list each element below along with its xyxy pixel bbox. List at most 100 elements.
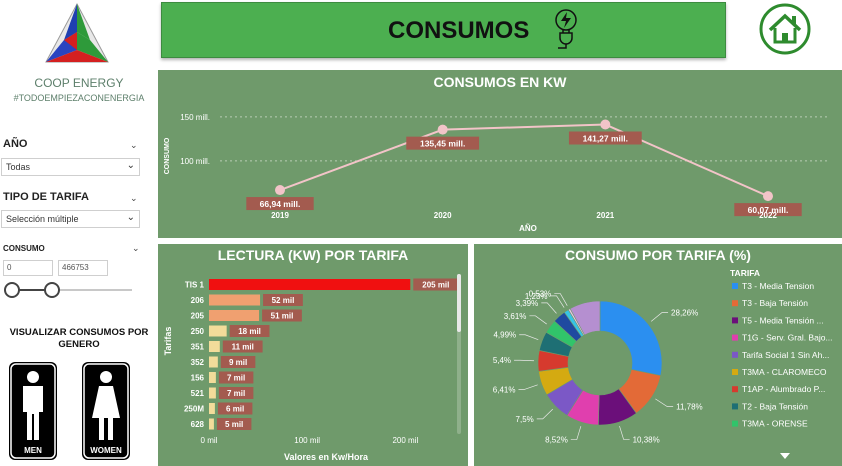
leader-line xyxy=(655,398,674,407)
legend-swatch xyxy=(732,300,738,307)
category-label: TIS 1 xyxy=(185,281,205,290)
bar xyxy=(209,387,216,399)
consumos-line-panel: CONSUMOS EN KW 100 mill. 150 mill. CONSUMO… xyxy=(158,70,842,238)
category-label: 351 xyxy=(191,343,205,352)
slice-label: 0,53% xyxy=(529,290,552,299)
category-label: 250 xyxy=(191,327,205,336)
men-button[interactable]: MEN xyxy=(9,362,57,460)
home-icon xyxy=(759,3,811,55)
men-label: MEN xyxy=(24,446,42,455)
consumo-chevron-icon[interactable]: ⌄ xyxy=(132,243,140,253)
x-tick-label: 2022 xyxy=(759,211,777,220)
data-label: 9 mil xyxy=(229,358,247,367)
x-axis-label: Valores en Kw/Hora xyxy=(284,452,369,462)
data-label-bg xyxy=(568,131,642,145)
consumo-min-input[interactable]: 0 xyxy=(3,260,53,276)
legend-swatch xyxy=(732,403,738,410)
range-max-handle[interactable] xyxy=(44,282,60,298)
donut-chart: 28,26% 11,78% 10,38% 8,52% 7,5% 6,41% 5,4% 4,99… xyxy=(493,268,833,459)
legend-swatch xyxy=(732,420,738,427)
data-label: 6 mil xyxy=(226,405,244,414)
category-label: 205 xyxy=(191,312,205,321)
range-min-handle[interactable] xyxy=(4,282,20,298)
data-point xyxy=(437,124,448,135)
bar xyxy=(209,294,261,306)
y-axis-label: CONSUMO xyxy=(164,137,171,174)
data-label: 51 mil xyxy=(271,312,294,321)
coop-energy-logo xyxy=(44,2,110,66)
line-chart-title: CONSUMOS EN KW xyxy=(433,74,567,90)
year-filter-label: AÑO xyxy=(3,138,28,150)
bar xyxy=(209,356,218,368)
x-tick-label: 0 mil xyxy=(201,436,218,445)
leader-line xyxy=(529,315,547,325)
y-tick-label: 100 mill. xyxy=(180,157,210,166)
data-label-bg xyxy=(218,387,254,399)
data-label-bg xyxy=(734,203,802,217)
tariff-filter-label: TIPO DE TARIFA xyxy=(3,191,89,203)
data-label: 66,94 mill. xyxy=(260,199,301,209)
line-chart: 100 mill. 150 mill. CONSUMO AÑO 66,94 mill. 2… xyxy=(164,113,828,233)
legend-item: T5 - Media Tensión ... xyxy=(742,315,824,325)
page-title: CONSUMOS xyxy=(388,17,530,44)
consumo-filter-label: CONSUMO xyxy=(3,244,45,253)
bar xyxy=(209,372,216,383)
legend-item: Tarifa Social 1 Sin Ah... xyxy=(742,350,829,360)
leader-line xyxy=(550,295,565,308)
x-tick-label: 200 mil xyxy=(392,436,418,445)
slice-label: 6,41% xyxy=(493,385,516,394)
data-label: 11 mil xyxy=(232,343,254,352)
data-label: 5 mil xyxy=(225,420,243,429)
data-label-bg xyxy=(217,402,253,415)
series-line xyxy=(279,123,769,198)
data-label: 141,27 mill. xyxy=(583,134,628,144)
data-label-bg xyxy=(413,278,459,291)
bar-chart-title: LECTURA (KW) POR TARIFA xyxy=(217,247,409,263)
legend-item: T1AP - Alumbrado P... xyxy=(742,384,825,394)
data-label: 7 mil xyxy=(227,374,245,383)
data-label-bg xyxy=(220,356,256,368)
legend-swatch xyxy=(732,351,738,358)
year-collapse-chevron-icon[interactable]: ⌄ xyxy=(130,140,138,150)
plug-lightning-icon xyxy=(555,9,577,49)
legend-swatch xyxy=(732,369,738,375)
data-label-bg xyxy=(216,418,252,430)
data-label-bg xyxy=(218,371,254,384)
leader-line xyxy=(650,312,669,322)
women-label: WOMEN xyxy=(90,446,122,455)
women-button[interactable]: WOMEN xyxy=(82,362,130,460)
donut-chart-title: CONSUMO POR TARIFA (%) xyxy=(565,247,751,263)
category-label: 156 xyxy=(191,374,205,383)
leader-line xyxy=(554,293,568,306)
bar xyxy=(209,310,260,321)
data-label: 18 mil xyxy=(238,327,261,336)
slice-label: 3,61% xyxy=(504,312,527,321)
slice-label: 8,52% xyxy=(545,436,568,445)
leader-line xyxy=(570,426,582,440)
bar xyxy=(209,403,215,414)
data-label: 52 mil xyxy=(272,296,295,305)
x-tick-label: 2020 xyxy=(434,211,452,220)
tariff-collapse-chevron-icon[interactable]: ⌄ xyxy=(130,193,138,203)
data-label: 205 mil xyxy=(422,281,449,290)
tariff-dropdown[interactable]: Selección múltiple ⌄ xyxy=(1,210,140,228)
donut-slice xyxy=(569,300,601,336)
home-button[interactable] xyxy=(758,2,812,56)
man-icon xyxy=(10,363,56,459)
brand-name: COOP ENERGY xyxy=(34,76,124,90)
legend-scroll-down-icon[interactable] xyxy=(780,453,790,459)
y-axis-label: Tarifas xyxy=(163,327,173,356)
slice-label: 10,38% xyxy=(633,435,660,444)
consumo-range-slider[interactable] xyxy=(4,282,132,298)
header-banner: CONSUMOS xyxy=(161,2,726,58)
consumo-max-input[interactable]: 466753 xyxy=(58,260,108,276)
data-label: 135,45 mill. xyxy=(420,139,465,149)
legend-item: T3MA - ORENSE xyxy=(742,419,808,429)
gender-section-title: VISUALIZAR CONSUMOS POR GENERO xyxy=(9,327,149,350)
year-dropdown[interactable]: Todas ⌄ xyxy=(1,158,140,176)
bar xyxy=(209,325,227,337)
scrollbar-thumb[interactable] xyxy=(457,274,461,332)
legend-swatch xyxy=(732,334,738,341)
x-tick-label: 2019 xyxy=(271,211,289,220)
